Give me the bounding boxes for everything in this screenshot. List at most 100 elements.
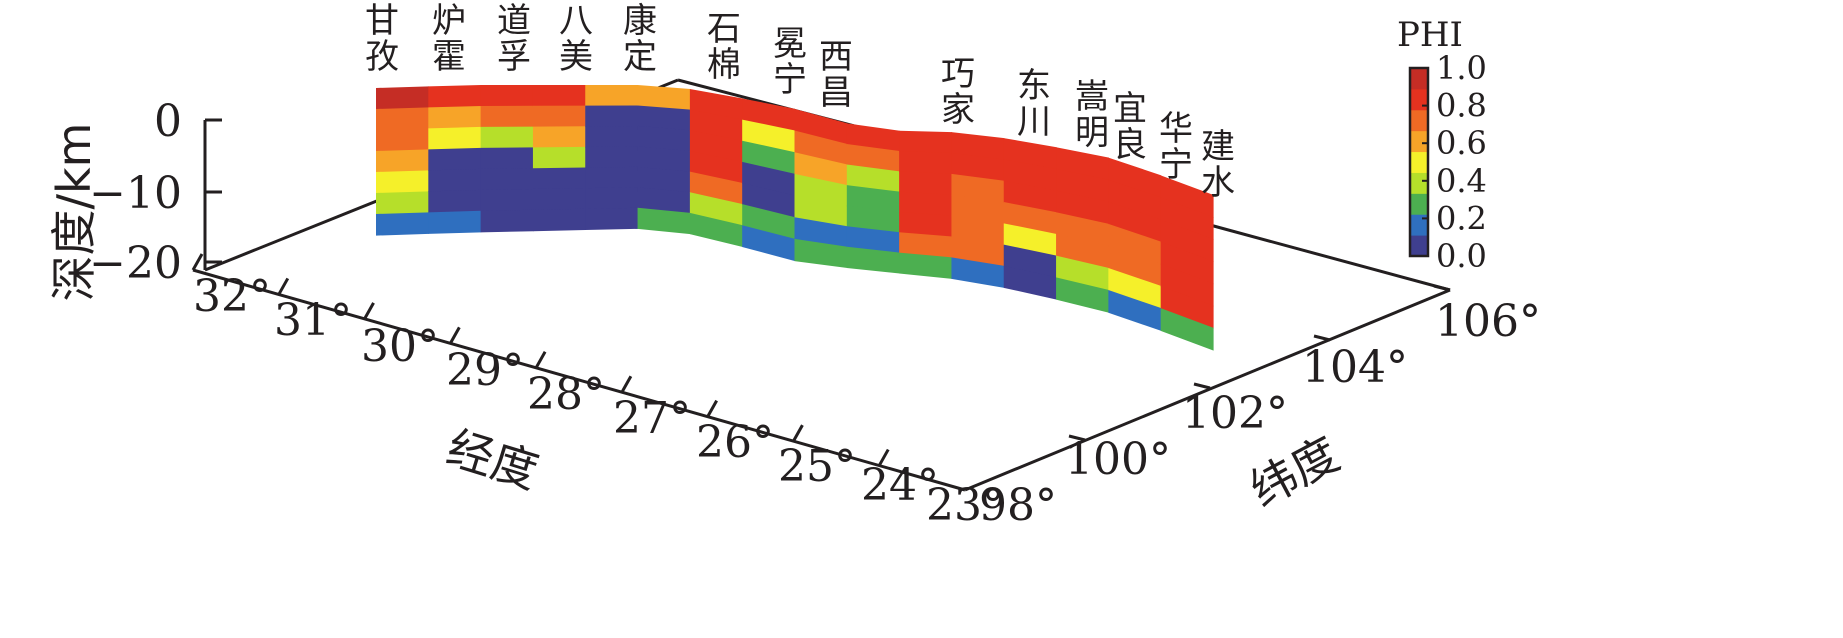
- phi-cell: [1003, 265, 1057, 300]
- colorbar-frame: [1408, 66, 1430, 258]
- x-tick-mark: [449, 326, 461, 345]
- phi-cell: [1108, 179, 1162, 221]
- station-label: 霍: [432, 37, 466, 77]
- phi-cell: [846, 123, 900, 152]
- y-tick-label: 106°: [1435, 296, 1541, 347]
- phi-cell: [532, 105, 586, 128]
- phi-cell: [951, 236, 1005, 267]
- phi-cell: [428, 147, 482, 171]
- x-tick-mark: [277, 277, 290, 296]
- y-tick-label: 104°: [1302, 342, 1408, 393]
- colorbar-swatch: [1410, 109, 1428, 132]
- phi-cell: [480, 209, 534, 233]
- phi-cell: [1108, 157, 1162, 199]
- colorbar-tick-label: 0.2: [1436, 199, 1487, 237]
- phi-cell: [532, 126, 586, 149]
- y-tick-mark: [1068, 434, 1086, 442]
- phi-cell: [585, 125, 639, 148]
- station-label: 八: [559, 1, 593, 41]
- y-axis-line: [964, 288, 1451, 492]
- phi-cell: [428, 210, 482, 234]
- station-label: 东: [1017, 66, 1051, 106]
- phi-cell: [428, 85, 482, 108]
- phi-cell: [899, 191, 953, 217]
- phi-cell: [532, 208, 586, 232]
- colorbar-tick-label: 0.8: [1436, 87, 1487, 125]
- y-tick-label: 100°: [1065, 434, 1171, 485]
- x-tick-label: 23°: [926, 480, 1004, 531]
- station-label: 明: [1075, 113, 1109, 153]
- station-label: 宜: [1113, 89, 1147, 129]
- phi-cell: [794, 108, 848, 145]
- station-label: 嵩: [1075, 77, 1109, 117]
- phi-cell: [846, 246, 900, 274]
- phi-cell: [428, 126, 482, 150]
- phi-cell: [1108, 201, 1162, 243]
- station-label: 美: [559, 37, 593, 77]
- station-label: 水: [1201, 163, 1235, 203]
- x-tick-mark: [620, 375, 633, 393]
- station-label: 川: [1017, 102, 1051, 142]
- colorbar-title: PHI: [1397, 15, 1463, 55]
- phi-cell: [794, 195, 848, 227]
- phi-cell: [1056, 255, 1109, 291]
- station-label: 定: [623, 37, 657, 77]
- right-back-line: [1209, 223, 1451, 292]
- phi-cell: [689, 130, 743, 163]
- phi-cell: [376, 128, 429, 152]
- phi-cell: [1003, 244, 1057, 278]
- phi-cell: [376, 191, 429, 215]
- x-tick-mark: [363, 302, 375, 320]
- y-tick-mark: [1433, 284, 1451, 292]
- phi-cell: [585, 105, 639, 127]
- phi-profile-surface: [376, 85, 1214, 351]
- phi-cell: [376, 149, 429, 173]
- phi-cell: [689, 212, 743, 247]
- phi-cell: [846, 205, 900, 233]
- phi-cell: [532, 146, 586, 169]
- depth-axis-label: 深度/km: [47, 123, 101, 302]
- x-tick-label: 27°: [613, 393, 691, 444]
- phi-cell: [1160, 219, 1214, 263]
- y-tick-label: 102°: [1182, 388, 1288, 439]
- phi-cell: [376, 107, 429, 131]
- phi-cell: [846, 226, 900, 254]
- phi-cell: [951, 215, 1005, 246]
- station-label: 棉: [707, 45, 741, 85]
- x-tick-label: 29°: [446, 345, 524, 396]
- phi-cell: [742, 182, 796, 218]
- colorbar-swatch: [1410, 130, 1428, 153]
- depth-tick-label: 0: [154, 96, 182, 147]
- phi-cell: [689, 192, 743, 226]
- phi-cell: [428, 168, 482, 192]
- station-label: 家: [941, 90, 975, 130]
- phi-cell: [585, 146, 639, 169]
- phi-cell: [899, 211, 953, 238]
- x-tick-label: 24°: [861, 460, 939, 511]
- phi-cell: [794, 152, 848, 186]
- phi-cell: [689, 150, 743, 184]
- colorbar-swatch: [1410, 68, 1428, 90]
- phi-cell: [1003, 223, 1057, 257]
- phi-cell: [1056, 168, 1109, 203]
- y-axis-label: 纬度: [1241, 426, 1348, 517]
- station-label: 昌: [819, 73, 853, 113]
- phi-cell: [899, 252, 953, 279]
- phi-cell: [532, 85, 586, 107]
- phi-cell: [480, 147, 534, 170]
- phi-cell: [480, 105, 534, 128]
- station-label: 宁: [773, 60, 807, 100]
- phi-cell: [1108, 223, 1162, 265]
- x-tick-mark: [792, 424, 804, 442]
- phi-cell: [742, 119, 796, 153]
- phi-cell: [794, 238, 848, 268]
- phi-cell: [742, 161, 796, 197]
- colorbar-tick-label: 0.0: [1436, 237, 1487, 275]
- station-label: 甘: [365, 1, 399, 41]
- phi-cell: [480, 168, 534, 191]
- phi-cell: [899, 232, 953, 258]
- x-tick-label: 25°: [778, 441, 856, 492]
